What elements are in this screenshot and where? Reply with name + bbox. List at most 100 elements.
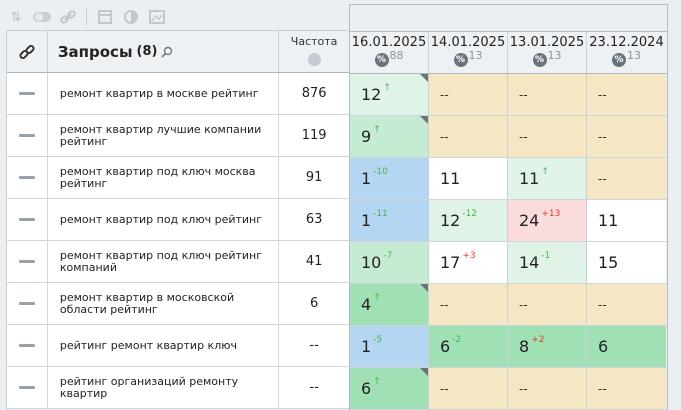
row-handle[interactable] [7, 115, 48, 156]
position-value: -- [598, 381, 607, 396]
position-value: 12 [361, 85, 382, 104]
position-cell[interactable]: 1 -10 [350, 158, 429, 199]
position-cell[interactable]: 9 ↑ [350, 116, 429, 157]
row-handle[interactable] [7, 73, 48, 114]
query-frequency: 119 [279, 115, 349, 156]
position-cell[interactable]: -- [429, 368, 508, 409]
position-row: 10 -7 17 +3 14 -1 15 [350, 242, 667, 284]
position-cell[interactable]: 17 +3 [429, 242, 508, 283]
position-cell[interactable]: 6 ↑ [350, 368, 429, 409]
link-icon[interactable] [58, 7, 78, 27]
position-value: 11 [440, 169, 461, 188]
query-text[interactable]: ремонт квартир в московской области рейт… [48, 283, 280, 324]
position-row: 4 ↑ -- -- -- [350, 284, 667, 326]
position-row: 12 ↑ -- -- -- [350, 74, 667, 116]
position-value: -- [598, 87, 607, 102]
minus-icon [18, 386, 35, 389]
position-cell[interactable]: 12 -12 [429, 200, 508, 241]
table-row: ремонт квартир в москве рейтинг 876 [7, 73, 349, 115]
position-cell[interactable]: 4 ↑ [350, 284, 429, 325]
globe-icon [307, 53, 321, 66]
minus-icon [18, 344, 35, 347]
position-cell[interactable]: 14 -1 [508, 242, 587, 283]
position-value: -- [440, 381, 449, 396]
position-cell[interactable]: 11 [587, 200, 666, 241]
table-row: ремонт квартир в московской области рейт… [7, 283, 349, 325]
position-value: -- [598, 171, 607, 186]
visibility-stat: % 13 [532, 49, 562, 67]
date-column-header[interactable]: 16.01.2025% 88 [350, 32, 429, 73]
position-cell[interactable]: -- [429, 74, 508, 115]
query-text[interactable]: ремонт квартир лучшие компании рейтинг [48, 115, 280, 156]
position-cell[interactable]: -- [508, 284, 587, 325]
frequency-header[interactable]: Частота [279, 31, 349, 72]
position-cell[interactable]: -- [508, 74, 587, 115]
date-column-header[interactable]: 14.01.2025% 13 [429, 32, 508, 73]
row-handle[interactable] [7, 367, 48, 408]
query-text[interactable]: ремонт квартир под ключ рейтинг компаний [48, 241, 280, 282]
table-row: ремонт квартир под ключ рейтинг 63 [7, 199, 349, 241]
position-cell[interactable]: -- [587, 74, 666, 115]
position-value: 6 [598, 337, 609, 356]
position-value: -- [598, 129, 607, 144]
date-label: 14.01.2025 [430, 35, 506, 50]
link-icon[interactable] [7, 31, 48, 72]
toggle-icon[interactable] [32, 7, 52, 27]
position-cell[interactable]: 11 [429, 158, 508, 199]
table-row: ремонт квартир под ключ рейтинг компаний… [7, 241, 349, 283]
query-text[interactable]: рейтинг организаций ремонту квартир [48, 367, 280, 408]
row-handle[interactable] [7, 199, 48, 240]
query-text[interactable]: рейтинг ремонт квартир ключ [48, 325, 280, 366]
position-cell[interactable]: -- [429, 284, 508, 325]
position-cell[interactable]: 8 +2 [508, 326, 587, 367]
row-handle[interactable] [7, 325, 48, 366]
positions-table: 16.01.2025% 88 14.01.2025% 13 13.01.2025% 13 2… [349, 4, 668, 410]
minus-icon [18, 260, 35, 263]
position-cell[interactable]: 6 [587, 326, 666, 367]
position-value: -- [440, 129, 449, 144]
position-value: -- [519, 87, 528, 102]
date-label: 23.12.2024 [589, 35, 664, 50]
position-cell[interactable]: 24 +13 [508, 200, 587, 241]
position-cell[interactable]: -- [587, 368, 666, 409]
position-value: -- [519, 297, 528, 312]
row-handle[interactable] [7, 157, 48, 198]
table-icon[interactable] [95, 7, 115, 27]
position-cell[interactable]: 1 -11 [350, 200, 429, 241]
position-cell[interactable]: 10 -7 [350, 242, 429, 283]
table-row: рейтинг организаций ремонту квартир -- [7, 367, 349, 409]
position-cell[interactable]: -- [587, 158, 666, 199]
position-value: 1 [361, 337, 372, 356]
position-cell[interactable]: 6 -2 [429, 326, 508, 367]
position-cell[interactable]: -- [508, 116, 587, 157]
row-handle[interactable] [7, 241, 48, 282]
position-cell[interactable]: 12 ↑ [350, 74, 429, 115]
query-text[interactable]: ремонт квартир под ключ рейтинг [48, 199, 280, 240]
query-text[interactable]: ремонт квартир под ключ москва рейтинг [48, 157, 280, 198]
position-cell[interactable]: -- [508, 368, 587, 409]
position-cell[interactable]: 15 [587, 242, 666, 283]
contrast-icon[interactable] [121, 7, 141, 27]
date-column-header[interactable]: 23.12.2024% 13 [587, 32, 666, 73]
query-text[interactable]: ремонт квартир в москве рейтинг [48, 73, 280, 114]
date-label: 13.01.2025 [509, 35, 585, 50]
position-value: 1 [361, 211, 372, 230]
position-value: 9 [361, 127, 372, 146]
position-value: 14 [519, 253, 540, 272]
percent-icon: % [374, 53, 389, 67]
query-frequency: -- [279, 325, 349, 366]
position-cell[interactable]: 1 -5 [350, 326, 429, 367]
positions-top-bar [350, 5, 667, 32]
search-icon[interactable] [161, 46, 173, 58]
row-handle[interactable] [7, 283, 48, 324]
export-image-icon[interactable] [147, 7, 167, 27]
corner-flag-icon [420, 284, 428, 292]
position-cell[interactable]: -- [587, 116, 666, 157]
percent-icon: % [612, 53, 626, 67]
sort-icon[interactable]: ⇅ [10, 9, 22, 25]
position-cell[interactable]: 11 ↑ [508, 158, 587, 199]
date-column-header[interactable]: 13.01.2025% 13 [508, 32, 587, 73]
position-cell[interactable]: -- [587, 284, 666, 325]
position-cell[interactable]: -- [429, 116, 508, 157]
visibility-stat: % 88 [374, 49, 404, 67]
